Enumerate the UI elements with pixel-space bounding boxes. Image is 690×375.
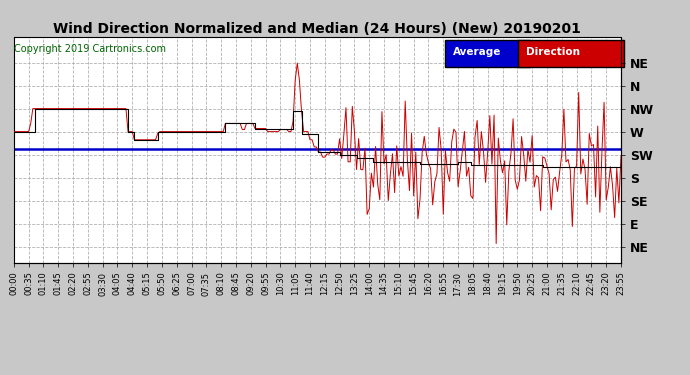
Title: Wind Direction Normalized and Median (24 Hours) (New) 20190201: Wind Direction Normalized and Median (24…	[53, 22, 582, 36]
Text: Direction: Direction	[526, 47, 580, 57]
FancyBboxPatch shape	[445, 40, 530, 67]
Text: Copyright 2019 Cartronics.com: Copyright 2019 Cartronics.com	[14, 44, 166, 54]
Text: Average: Average	[453, 47, 502, 57]
FancyBboxPatch shape	[518, 40, 624, 67]
